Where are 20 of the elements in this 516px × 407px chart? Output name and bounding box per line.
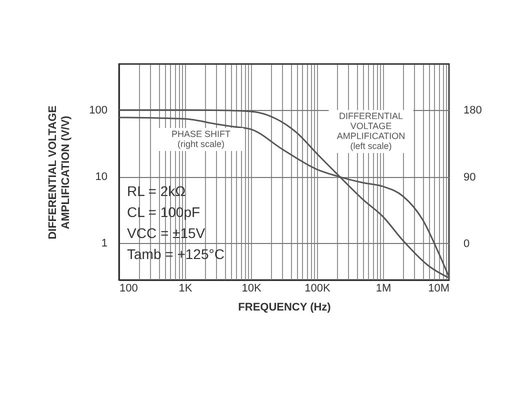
annotation: CL = 100pF <box>127 204 200 220</box>
x-tick-label: 100 <box>120 282 138 294</box>
annotation: RL = 2kΩ <box>127 183 186 199</box>
x-tick-label: 1K <box>178 282 193 294</box>
y2-tick-label: 180 <box>464 104 482 117</box>
annotation: Tamb = +125°C <box>127 246 224 262</box>
y-tick-label: 100 <box>89 104 108 116</box>
x-tick-label: 1M <box>376 282 392 294</box>
y2-tick-label: 90 <box>464 171 476 184</box>
y-tick-label: 1 <box>101 238 108 250</box>
series-label: PHASE SHIFT (right scale) <box>171 129 232 149</box>
y-tick-label: 10 <box>95 171 108 184</box>
series-label: DIFFERENTIAL VOLTAGE AMPLIFICATION (left scale) <box>336 111 406 151</box>
x-tick-label: 100K <box>304 282 331 294</box>
x-tick-label: 10K <box>242 282 262 294</box>
y2-tick-label: 0 <box>464 238 470 250</box>
y-axis-title: DIFFERENTIAL VOLTAGE AMPLIFICATION (V/V) <box>47 106 72 240</box>
x-tick-label: 10M <box>428 282 450 294</box>
x-axis-title: FREQUENCY (Hz) <box>238 302 332 314</box>
annotation: VCC = ±15V <box>127 225 206 241</box>
